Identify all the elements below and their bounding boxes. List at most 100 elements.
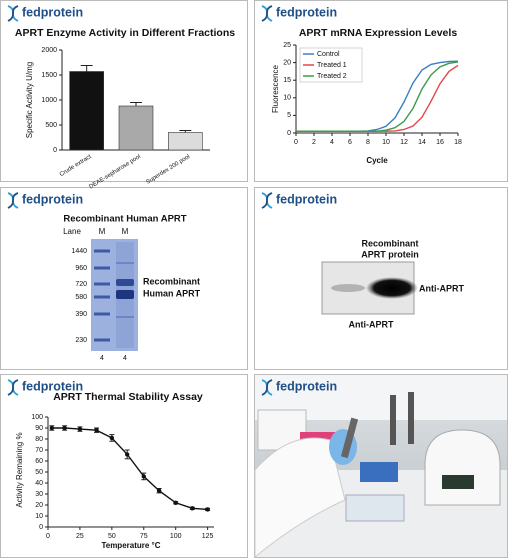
band-label: Human APRT [143, 288, 201, 298]
marker-band [94, 338, 110, 342]
x-tick-label: 10 [382, 139, 390, 146]
device [257, 409, 307, 451]
pipette [340, 417, 359, 459]
bar [168, 132, 203, 151]
marker-size: 230 [75, 337, 87, 344]
line [51, 427, 208, 511]
lab-coat [254, 437, 346, 558]
lab-photo [254, 375, 507, 558]
y-tick-label: 60 [35, 458, 43, 465]
point [62, 425, 67, 431]
logo: fedprotein [261, 5, 337, 22]
lane-number: 4 [123, 355, 127, 362]
point [49, 425, 55, 431]
x-axis-label: Cycle [366, 156, 388, 165]
logo: fedprotein [7, 379, 83, 396]
chart-title: APRT Enzyme Activity in Different Fracti… [15, 27, 235, 39]
band-label: Recombinant [143, 276, 200, 286]
legend-label: Control [317, 51, 340, 58]
pipette [390, 395, 396, 445]
y-tick-label: 25 [283, 42, 291, 49]
marker-band [94, 266, 110, 270]
chart-title: APRT Thermal Stability Assay [53, 391, 203, 403]
x-tick-label: 8 [366, 139, 370, 146]
point [190, 506, 195, 511]
panel-frame [0, 187, 248, 370]
logo-text: fedprotein [276, 5, 337, 19]
point [205, 507, 210, 512]
y-tick-label: 0 [287, 130, 291, 137]
plate [345, 494, 405, 522]
x-tick-label: 100 [170, 533, 182, 540]
centrifuge-display [442, 475, 474, 489]
x-tick-label: 50 [108, 533, 116, 540]
logo: fedprotein [261, 192, 337, 209]
tube-rack [360, 462, 398, 482]
y-tick-label: 2000 [41, 47, 57, 54]
marker-band [94, 249, 110, 253]
y-tick-label: 40 [35, 480, 43, 487]
bar [69, 71, 104, 151]
marker-size: 1440 [71, 248, 87, 255]
x-tick-label: 2 [312, 139, 316, 146]
marker-size: 390 [75, 311, 87, 318]
bar [118, 105, 154, 151]
blot-title: APRT protein [361, 249, 419, 259]
gel-band [116, 316, 134, 318]
x-tick-label: 16 [436, 139, 444, 146]
lane-name: M [122, 227, 129, 236]
marker-size: 960 [75, 265, 87, 272]
legend-label: Treated 2 [317, 73, 347, 80]
logo-icon [261, 5, 273, 22]
y-tick-label: 0 [53, 147, 57, 154]
y-axis-label: Fluorescence [271, 64, 280, 113]
y-tick-label: 0 [39, 524, 43, 531]
y-tick-label: 50 [35, 469, 43, 476]
band-label: Anti-APRT [419, 283, 464, 293]
marker-size: 720 [75, 281, 87, 288]
y-axis-label: Activity Remaining % [15, 432, 24, 507]
blot-band [331, 284, 365, 292]
y-tick-label: 30 [35, 491, 43, 498]
blot-title: Recombinant [361, 238, 418, 248]
logo-text: fedprotein [22, 192, 83, 206]
x-tick-label: Superdex 200 pool [145, 154, 191, 186]
x-tick-label: 12 [400, 139, 408, 146]
marker-band [94, 312, 110, 316]
y-tick-label: 5 [287, 112, 291, 119]
lane-number: 4 [100, 355, 104, 362]
y-tick-label: 1500 [41, 72, 57, 79]
pipette [408, 392, 414, 444]
blot-band [366, 277, 418, 299]
x-tick-label: 125 [202, 533, 214, 540]
x-tick-label: 6 [348, 139, 352, 146]
x-tick-label: 0 [294, 139, 298, 146]
point [156, 488, 162, 493]
marker-size: 580 [75, 294, 87, 301]
y-tick-label: 100 [31, 414, 43, 421]
y-tick-label: 20 [283, 59, 291, 66]
point [141, 474, 146, 479]
y-tick-label: 1000 [41, 97, 57, 104]
y-tick-label: 20 [35, 502, 43, 509]
logo: fedprotein [261, 379, 337, 396]
logo-text: fedprotein [22, 5, 83, 19]
y-axis-label: Specific Activity U/mg [25, 62, 34, 138]
lane-label: Lane [63, 227, 81, 236]
point [173, 500, 178, 505]
point [109, 435, 115, 441]
point [124, 452, 130, 457]
x-tick-label: 25 [76, 533, 84, 540]
gel-band [116, 279, 134, 286]
logo-icon [7, 379, 19, 396]
logo-text: fedprotein [276, 192, 337, 206]
x-tick-label: 14 [418, 139, 426, 146]
logo-icon [261, 192, 273, 209]
gel-title: Recombinant Human APRT [63, 214, 186, 225]
gel-band [116, 262, 134, 264]
lane-name: M [99, 227, 106, 236]
marker-band [94, 282, 110, 286]
logo: fedprotein [7, 192, 83, 209]
x-tick-label: DEAE-sepharose pool [88, 154, 142, 191]
